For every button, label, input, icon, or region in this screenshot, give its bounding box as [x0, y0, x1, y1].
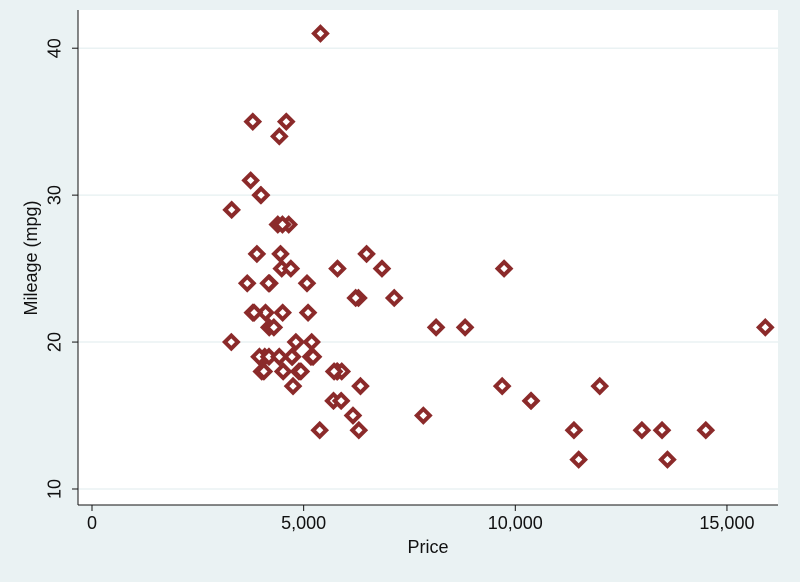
point	[343, 406, 363, 425]
x-tick-label: 10,000	[488, 513, 543, 533]
x-tick-label: 0	[87, 513, 97, 533]
plot-area	[78, 10, 778, 505]
point	[372, 259, 392, 278]
x-tick-label: 5,000	[281, 513, 326, 533]
point	[237, 273, 257, 293]
point	[652, 420, 672, 440]
point	[269, 347, 289, 367]
point	[259, 273, 278, 293]
point	[302, 332, 321, 352]
point	[310, 420, 330, 440]
point	[247, 244, 267, 264]
point	[281, 259, 301, 278]
point	[324, 362, 344, 381]
y-axis-title: Mileage (mpg)	[21, 200, 41, 315]
y-tick-label: 10	[45, 479, 65, 499]
point	[311, 24, 330, 43]
point	[658, 450, 677, 469]
point	[426, 318, 446, 337]
point	[298, 303, 318, 322]
point	[455, 318, 475, 337]
point	[243, 112, 263, 131]
point	[349, 420, 369, 440]
point	[282, 347, 302, 367]
point	[303, 347, 323, 367]
point	[351, 376, 370, 396]
point	[590, 376, 610, 396]
point	[696, 420, 716, 440]
point	[346, 288, 366, 308]
point	[283, 376, 303, 396]
point	[273, 303, 292, 322]
point	[271, 244, 290, 264]
point	[331, 391, 351, 411]
point	[521, 391, 541, 411]
point	[494, 259, 514, 278]
point	[264, 318, 284, 337]
point	[328, 259, 347, 278]
point	[273, 215, 292, 234]
point	[244, 303, 264, 322]
x-axis-title: Price	[407, 537, 448, 557]
point	[564, 420, 584, 440]
point	[413, 406, 433, 425]
point	[384, 288, 404, 308]
x-tick-label: 15,000	[699, 513, 754, 533]
point	[222, 200, 241, 220]
point	[251, 185, 271, 205]
point	[276, 112, 296, 131]
point	[269, 127, 289, 146]
point	[357, 244, 376, 264]
point	[291, 362, 311, 381]
point	[286, 332, 306, 352]
y-tick-label: 30	[45, 185, 65, 205]
point	[492, 376, 512, 396]
point	[632, 420, 652, 440]
point	[241, 171, 260, 190]
point	[755, 318, 775, 337]
point	[254, 362, 274, 381]
y-tick-label: 40	[45, 38, 65, 58]
point	[273, 362, 293, 381]
y-tick-label: 20	[45, 332, 65, 352]
point	[297, 273, 317, 293]
point	[221, 332, 241, 352]
point	[569, 450, 588, 469]
